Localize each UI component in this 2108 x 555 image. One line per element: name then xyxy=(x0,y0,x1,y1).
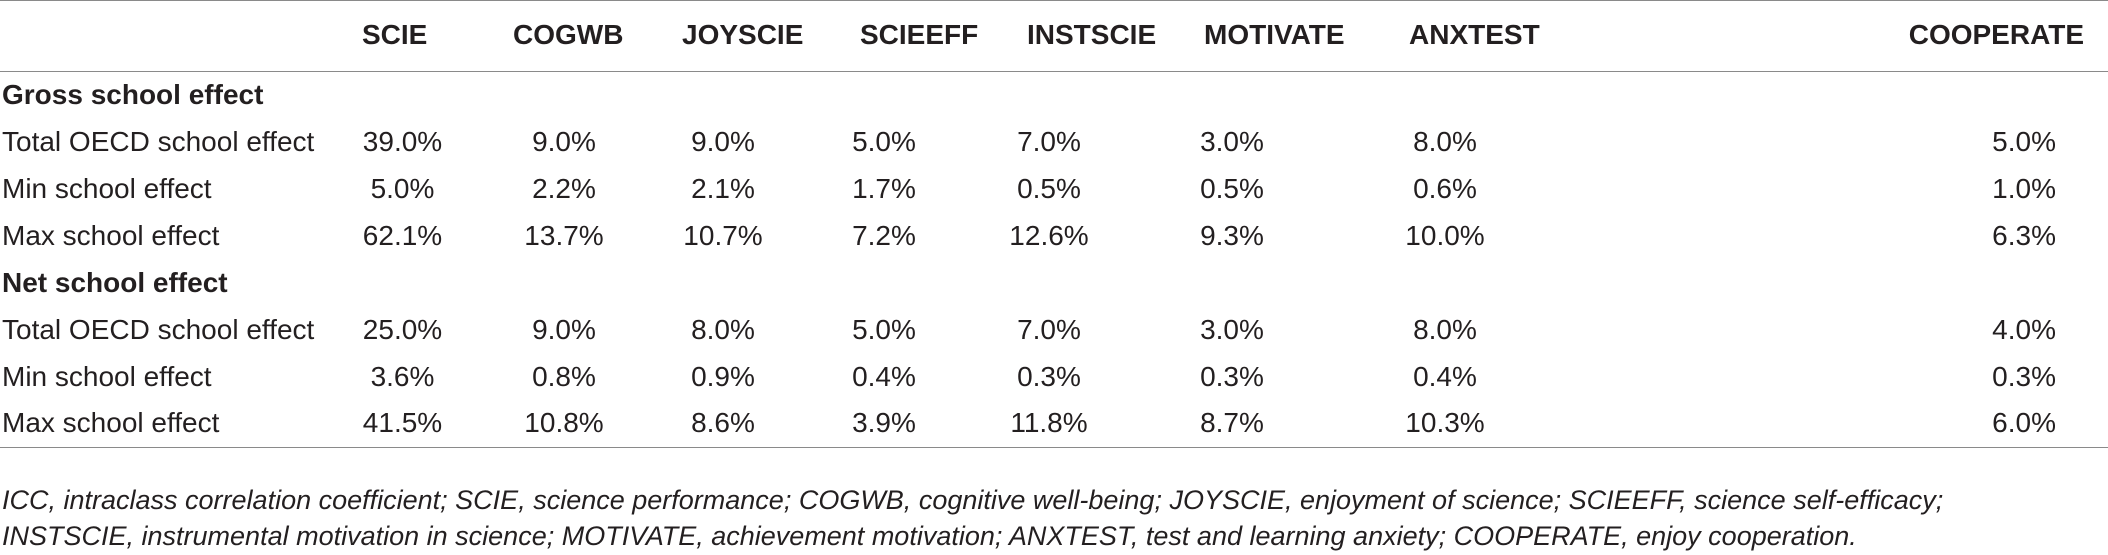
row-label: Max school effect xyxy=(0,400,320,448)
table-cell: 0.4% xyxy=(852,360,916,392)
column-header: ANXTEST xyxy=(1331,0,1559,72)
column-header: SCIE xyxy=(320,0,485,72)
table-cell: 3.0% xyxy=(1200,125,1264,157)
row-label: Total OECD school effect xyxy=(2,313,315,345)
table-cell: 9.3% xyxy=(1200,219,1264,251)
table-cell: 9.0% xyxy=(532,313,596,345)
column-header: MOTIVATE xyxy=(1133,0,1345,72)
table-cell: 41.5% xyxy=(320,400,485,448)
table-cell: 7.2% xyxy=(852,219,916,251)
table-cell: 10.8% xyxy=(485,400,643,448)
row-label: Max school effect xyxy=(2,219,220,251)
table-row: Min school effect 3.6% 0.8% 0.9% 0.4% 0.… xyxy=(0,353,2108,400)
table-cell: 6.3% xyxy=(1992,219,2056,251)
table-cell: 8.0% xyxy=(1413,313,1477,345)
table-cell: 10.3% xyxy=(1331,400,1559,448)
table-cell: 5.0% xyxy=(1992,125,2056,157)
table-row: Total OECD school effect 25.0% 9.0% 8.0%… xyxy=(0,306,2108,353)
table-cell: 7.0% xyxy=(1017,125,1081,157)
column-header xyxy=(0,0,320,72)
column-header: INSTSCIE xyxy=(965,0,1156,72)
table-cell: 9.0% xyxy=(532,125,596,157)
table-cell: 25.0% xyxy=(362,313,443,345)
table-cell: 10.0% xyxy=(1405,219,1485,251)
table-row: Max school effect 62.1% 13.7% 10.7% 7.2%… xyxy=(0,212,2108,259)
header-row: SCIE COGWB JOYSCIE SCIEEFF INSTSCIE MOTI… xyxy=(0,0,2108,72)
table-cell: 2.1% xyxy=(691,172,755,204)
group-row: Gross school effect xyxy=(0,71,2108,118)
table-cell: 39.0% xyxy=(362,125,443,157)
table-cell: 2.2% xyxy=(532,172,596,204)
table-cell: 62.1% xyxy=(362,219,443,251)
table-cell: 0.5% xyxy=(1017,172,1081,204)
table-cell: 3.9% xyxy=(803,400,965,448)
table-cell: 9.0% xyxy=(691,125,755,157)
school-effect-table: SCIE COGWB JOYSCIE SCIEEFF INSTSCIE MOTI… xyxy=(0,0,2108,448)
table-cell: 0.5% xyxy=(1200,172,1264,204)
footnote-line: ICC, intraclass correlation coefficient;… xyxy=(2,485,1944,515)
table-cell: 0.6% xyxy=(1413,172,1477,204)
table-cell: 3.6% xyxy=(370,360,435,392)
table-cell: 7.0% xyxy=(1017,313,1081,345)
table-cell: 0.8% xyxy=(532,360,596,392)
column-header: SCIEEFF xyxy=(803,0,978,72)
table-cell: 0.9% xyxy=(691,360,755,392)
table-cell: 0.3% xyxy=(1992,360,2056,392)
column-header: COOPERATE xyxy=(1559,0,2108,72)
table-cell: 8.0% xyxy=(691,313,755,345)
table-cell: 8.6% xyxy=(643,400,803,448)
table-cell: 1.0% xyxy=(1992,172,2056,204)
table-cell: 5.0% xyxy=(370,172,435,204)
table-cell: 5.0% xyxy=(852,125,916,157)
table-row: Max school effect 41.5% 10.8% 8.6% 3.9% … xyxy=(0,400,2108,448)
row-label: Min school effect xyxy=(2,360,212,392)
table-cell: 0.4% xyxy=(1413,360,1477,392)
table-cell: 11.8% xyxy=(965,400,1133,448)
table-row: Total OECD school effect 39.0% 9.0% 9.0%… xyxy=(0,118,2108,165)
table-cell: 6.0% xyxy=(1559,400,2108,448)
row-label: Min school effect xyxy=(2,172,212,204)
table-cell: 1.7% xyxy=(852,172,916,204)
table-cell: 5.0% xyxy=(852,313,916,345)
table-cell: 13.7% xyxy=(524,219,604,251)
row-label: Total OECD school effect xyxy=(2,125,315,157)
group-row: Net school effect xyxy=(0,259,2108,306)
table-cell: 4.0% xyxy=(1992,313,2056,345)
table-cell: 8.7% xyxy=(1133,400,1331,448)
table-footnote: ICC, intraclass correlation coefficient;… xyxy=(2,482,2102,554)
table-cell: 0.3% xyxy=(1200,360,1264,392)
table-cell: 3.0% xyxy=(1200,313,1264,345)
column-header: COGWB xyxy=(485,0,643,72)
table-cell: 12.6% xyxy=(1009,219,1089,251)
group-title: Gross school effect xyxy=(2,78,264,110)
table-cell: 10.7% xyxy=(683,219,763,251)
footnote-line: INSTSCIE, instrumental motivation in sci… xyxy=(2,521,1857,551)
table-cell: 0.3% xyxy=(1017,360,1081,392)
group-title: Net school effect xyxy=(2,266,228,298)
column-header: JOYSCIE xyxy=(643,0,803,72)
table-row: Min school effect 5.0% 2.2% 2.1% 1.7% 0.… xyxy=(0,165,2108,212)
table-cell: 8.0% xyxy=(1413,125,1477,157)
